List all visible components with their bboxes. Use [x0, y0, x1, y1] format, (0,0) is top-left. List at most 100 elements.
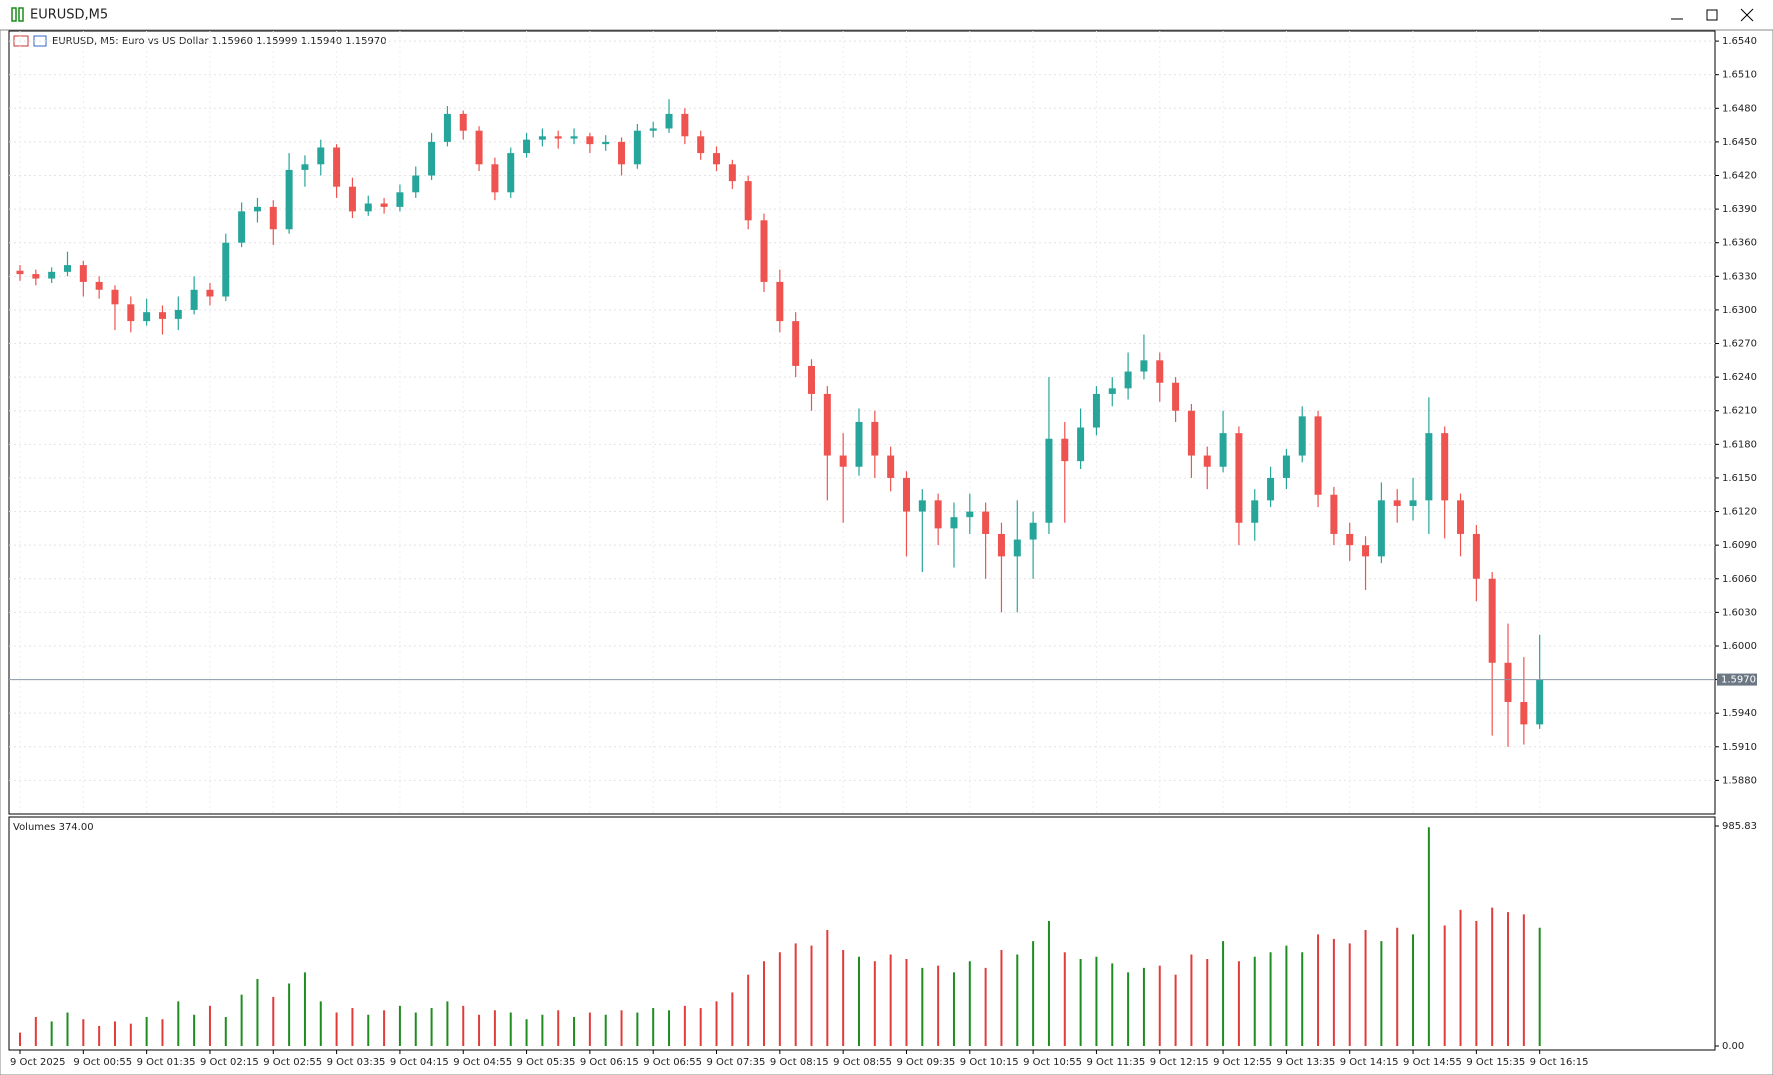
candle-body: [1409, 500, 1417, 506]
candle-body: [1536, 679, 1544, 725]
candle-body: [396, 192, 404, 207]
y-tick-label: 1.6510: [1722, 70, 1757, 81]
candle-body: [222, 242, 230, 297]
candle-body: [1156, 360, 1164, 383]
window-icon: [11, 7, 24, 22]
candle-body: [538, 136, 546, 140]
candle-body: [48, 271, 56, 279]
candle-body: [744, 181, 752, 221]
candle-body: [1330, 494, 1338, 534]
x-tick-label: 9 Oct 10:15: [960, 1057, 1019, 1068]
candle-body: [1108, 388, 1116, 394]
candle-body: [1520, 701, 1528, 725]
candle-body: [190, 289, 198, 310]
candle-body: [459, 113, 467, 131]
candle-body: [792, 321, 800, 366]
x-tick-label: 9 Oct 15:35: [1466, 1057, 1525, 1068]
x-tick-label: 9 Oct 12:15: [1150, 1057, 1209, 1068]
candle-body: [317, 147, 325, 165]
maximize-button[interactable]: [1706, 9, 1718, 21]
title-bar: [0, 0, 1773, 30]
y-tick-label: 985.83: [1722, 821, 1757, 832]
candle-body: [1045, 438, 1053, 523]
candle-body: [127, 304, 135, 322]
current-price-label: 1.5970: [1721, 675, 1756, 686]
volume-title: Volumes 374.00: [13, 822, 94, 833]
candle-body: [760, 220, 768, 282]
candle-body: [934, 500, 942, 529]
candle-body: [871, 421, 879, 456]
y-tick-label: 1.6240: [1722, 372, 1757, 383]
x-tick-label: 9 Oct 12:55: [1213, 1057, 1272, 1068]
candle-body: [1219, 433, 1227, 467]
current-price-box: [1717, 673, 1757, 686]
y-tick-label: 1.6060: [1722, 574, 1757, 585]
y-tick-label: 1.6180: [1722, 439, 1757, 450]
x-tick-label: 9 Oct 00:55: [73, 1057, 132, 1068]
y-tick-label: 1.6450: [1722, 137, 1757, 148]
x-tick-label: 9 Oct 2025: [10, 1057, 65, 1068]
x-tick-label: 9 Oct 07:35: [707, 1057, 766, 1068]
x-tick-label: 9 Oct 16:15: [1530, 1057, 1589, 1068]
candle-body: [823, 393, 831, 456]
candle-body: [301, 164, 309, 170]
candle-body: [16, 270, 24, 275]
y-tick-label: 1.6090: [1722, 540, 1757, 551]
candle-body: [966, 511, 974, 518]
x-tick-label: 9 Oct 08:55: [833, 1057, 892, 1068]
y-tick-label: 1.6540: [1722, 36, 1757, 47]
y-tick-label: 1.6030: [1722, 607, 1757, 618]
candle-body: [997, 533, 1005, 557]
x-tick-label: 9 Oct 02:15: [200, 1057, 259, 1068]
x-tick-label: 9 Oct 03:35: [327, 1057, 386, 1068]
candle-body: [1251, 500, 1259, 523]
candle-body: [143, 312, 151, 322]
x-tick-label: 9 Oct 09:35: [896, 1057, 955, 1068]
candle-body: [1504, 662, 1512, 702]
candle-body: [1425, 433, 1433, 501]
x-tick-label: 9 Oct 10:55: [1023, 1057, 1082, 1068]
candle-body: [776, 281, 784, 322]
candle-body: [475, 130, 483, 165]
candle-body: [1140, 360, 1148, 372]
candle-body: [950, 517, 958, 529]
candle-body: [1267, 477, 1275, 501]
candle-body: [665, 113, 673, 129]
candle-body: [728, 164, 736, 182]
candle-body: [1061, 438, 1069, 462]
x-tick-label: 9 Oct 08:15: [770, 1057, 829, 1068]
candle-body: [1298, 416, 1306, 456]
candle-body: [174, 309, 182, 319]
candle-body: [285, 169, 293, 230]
close-button[interactable]: [1740, 8, 1754, 22]
volume-pane: [8, 816, 1716, 1051]
x-tick-label: 9 Oct 06:15: [580, 1057, 639, 1068]
candle-body: [491, 164, 499, 193]
y-tick-label: 1.6150: [1722, 473, 1757, 484]
candle-body: [887, 455, 895, 478]
x-tick-label: 9 Oct 14:15: [1340, 1057, 1399, 1068]
candle-body: [1124, 371, 1132, 389]
candle-body: [79, 265, 87, 282]
candle-body: [697, 136, 705, 154]
y-tick-label: 1.6480: [1722, 103, 1757, 114]
candle-body: [1029, 522, 1037, 540]
x-tick-label: 9 Oct 13:35: [1276, 1057, 1335, 1068]
candle-body: [982, 511, 990, 534]
candle-body: [1472, 533, 1480, 579]
candle-body: [602, 141, 610, 145]
candle-body: [63, 265, 71, 272]
candle-body: [1314, 416, 1322, 495]
x-tick-label: 9 Oct 04:55: [453, 1057, 512, 1068]
candle-body: [918, 500, 926, 512]
y-tick-label: 1.6360: [1722, 238, 1757, 249]
candle-body: [554, 136, 562, 139]
candle-body: [95, 281, 103, 290]
y-tick-label: 1.6210: [1722, 406, 1757, 417]
candle-body: [618, 141, 626, 165]
candle-body: [902, 477, 910, 512]
y-tick-label: 1.6420: [1722, 171, 1757, 182]
candle-body: [428, 141, 436, 176]
candle-body: [443, 113, 451, 142]
